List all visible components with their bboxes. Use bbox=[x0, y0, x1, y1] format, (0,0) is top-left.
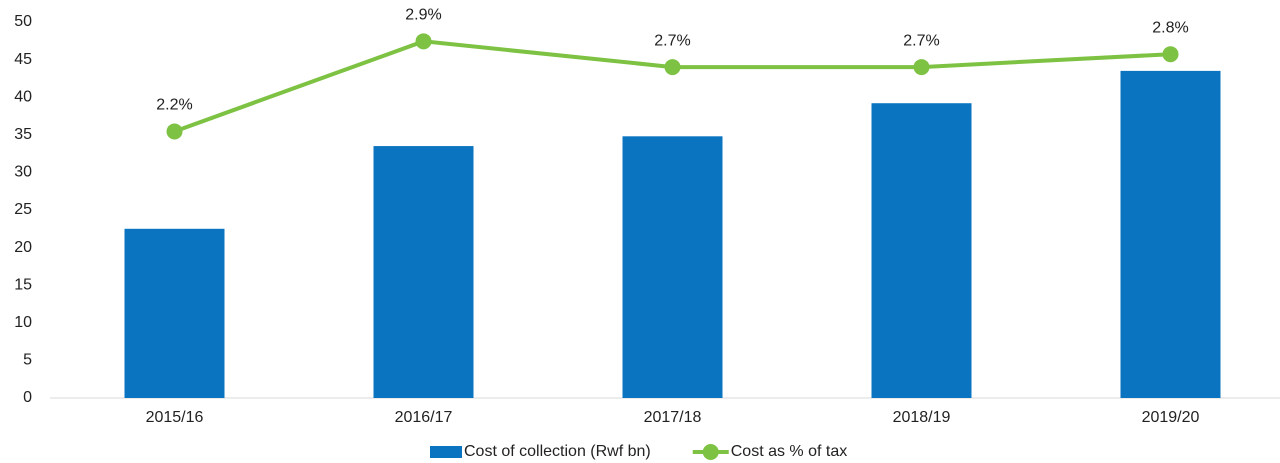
y-tick-label: 35 bbox=[14, 126, 32, 143]
y-tick-label: 10 bbox=[14, 314, 32, 331]
legend-swatch bbox=[430, 446, 462, 458]
data-label: 2.7% bbox=[903, 32, 939, 49]
bar bbox=[871, 103, 972, 398]
y-tick-label: 0 bbox=[23, 389, 32, 406]
x-tick-label: 2018/19 bbox=[893, 409, 951, 426]
line-point bbox=[913, 59, 930, 76]
y-tick-label: 45 bbox=[14, 51, 32, 68]
y-tick-label: 5 bbox=[23, 352, 32, 369]
data-label: 2.8% bbox=[1152, 19, 1188, 36]
bar bbox=[124, 228, 225, 398]
line-point bbox=[664, 59, 681, 76]
legend-swatch bbox=[702, 444, 719, 460]
line-point bbox=[1162, 46, 1179, 63]
bar bbox=[622, 136, 723, 398]
x-tick-label: 2019/20 bbox=[1142, 409, 1200, 426]
line-point bbox=[166, 123, 183, 140]
y-tick-label: 15 bbox=[14, 276, 32, 293]
data-label: 2.2% bbox=[156, 97, 192, 114]
y-tick-label: 30 bbox=[14, 164, 32, 181]
legend-label: Cost of collection (Rwf bn) bbox=[464, 443, 651, 460]
y-tick-label: 40 bbox=[14, 88, 32, 105]
legend-label: Cost as % of tax bbox=[731, 443, 848, 460]
line-point bbox=[415, 33, 432, 50]
y-tick-label: 50 bbox=[14, 13, 32, 30]
line bbox=[173, 39, 1171, 134]
y-tick-label: 20 bbox=[14, 239, 32, 256]
x-tick-label: 2017/18 bbox=[644, 409, 702, 426]
x-tick-label: 2016/17 bbox=[395, 409, 453, 426]
y-tick-label: 25 bbox=[14, 201, 32, 218]
bar bbox=[373, 146, 474, 398]
data-label: 2.7% bbox=[654, 32, 690, 49]
bar bbox=[1120, 70, 1221, 398]
x-tick-label: 2015/16 bbox=[146, 409, 204, 426]
data-label: 2.9% bbox=[405, 7, 441, 24]
